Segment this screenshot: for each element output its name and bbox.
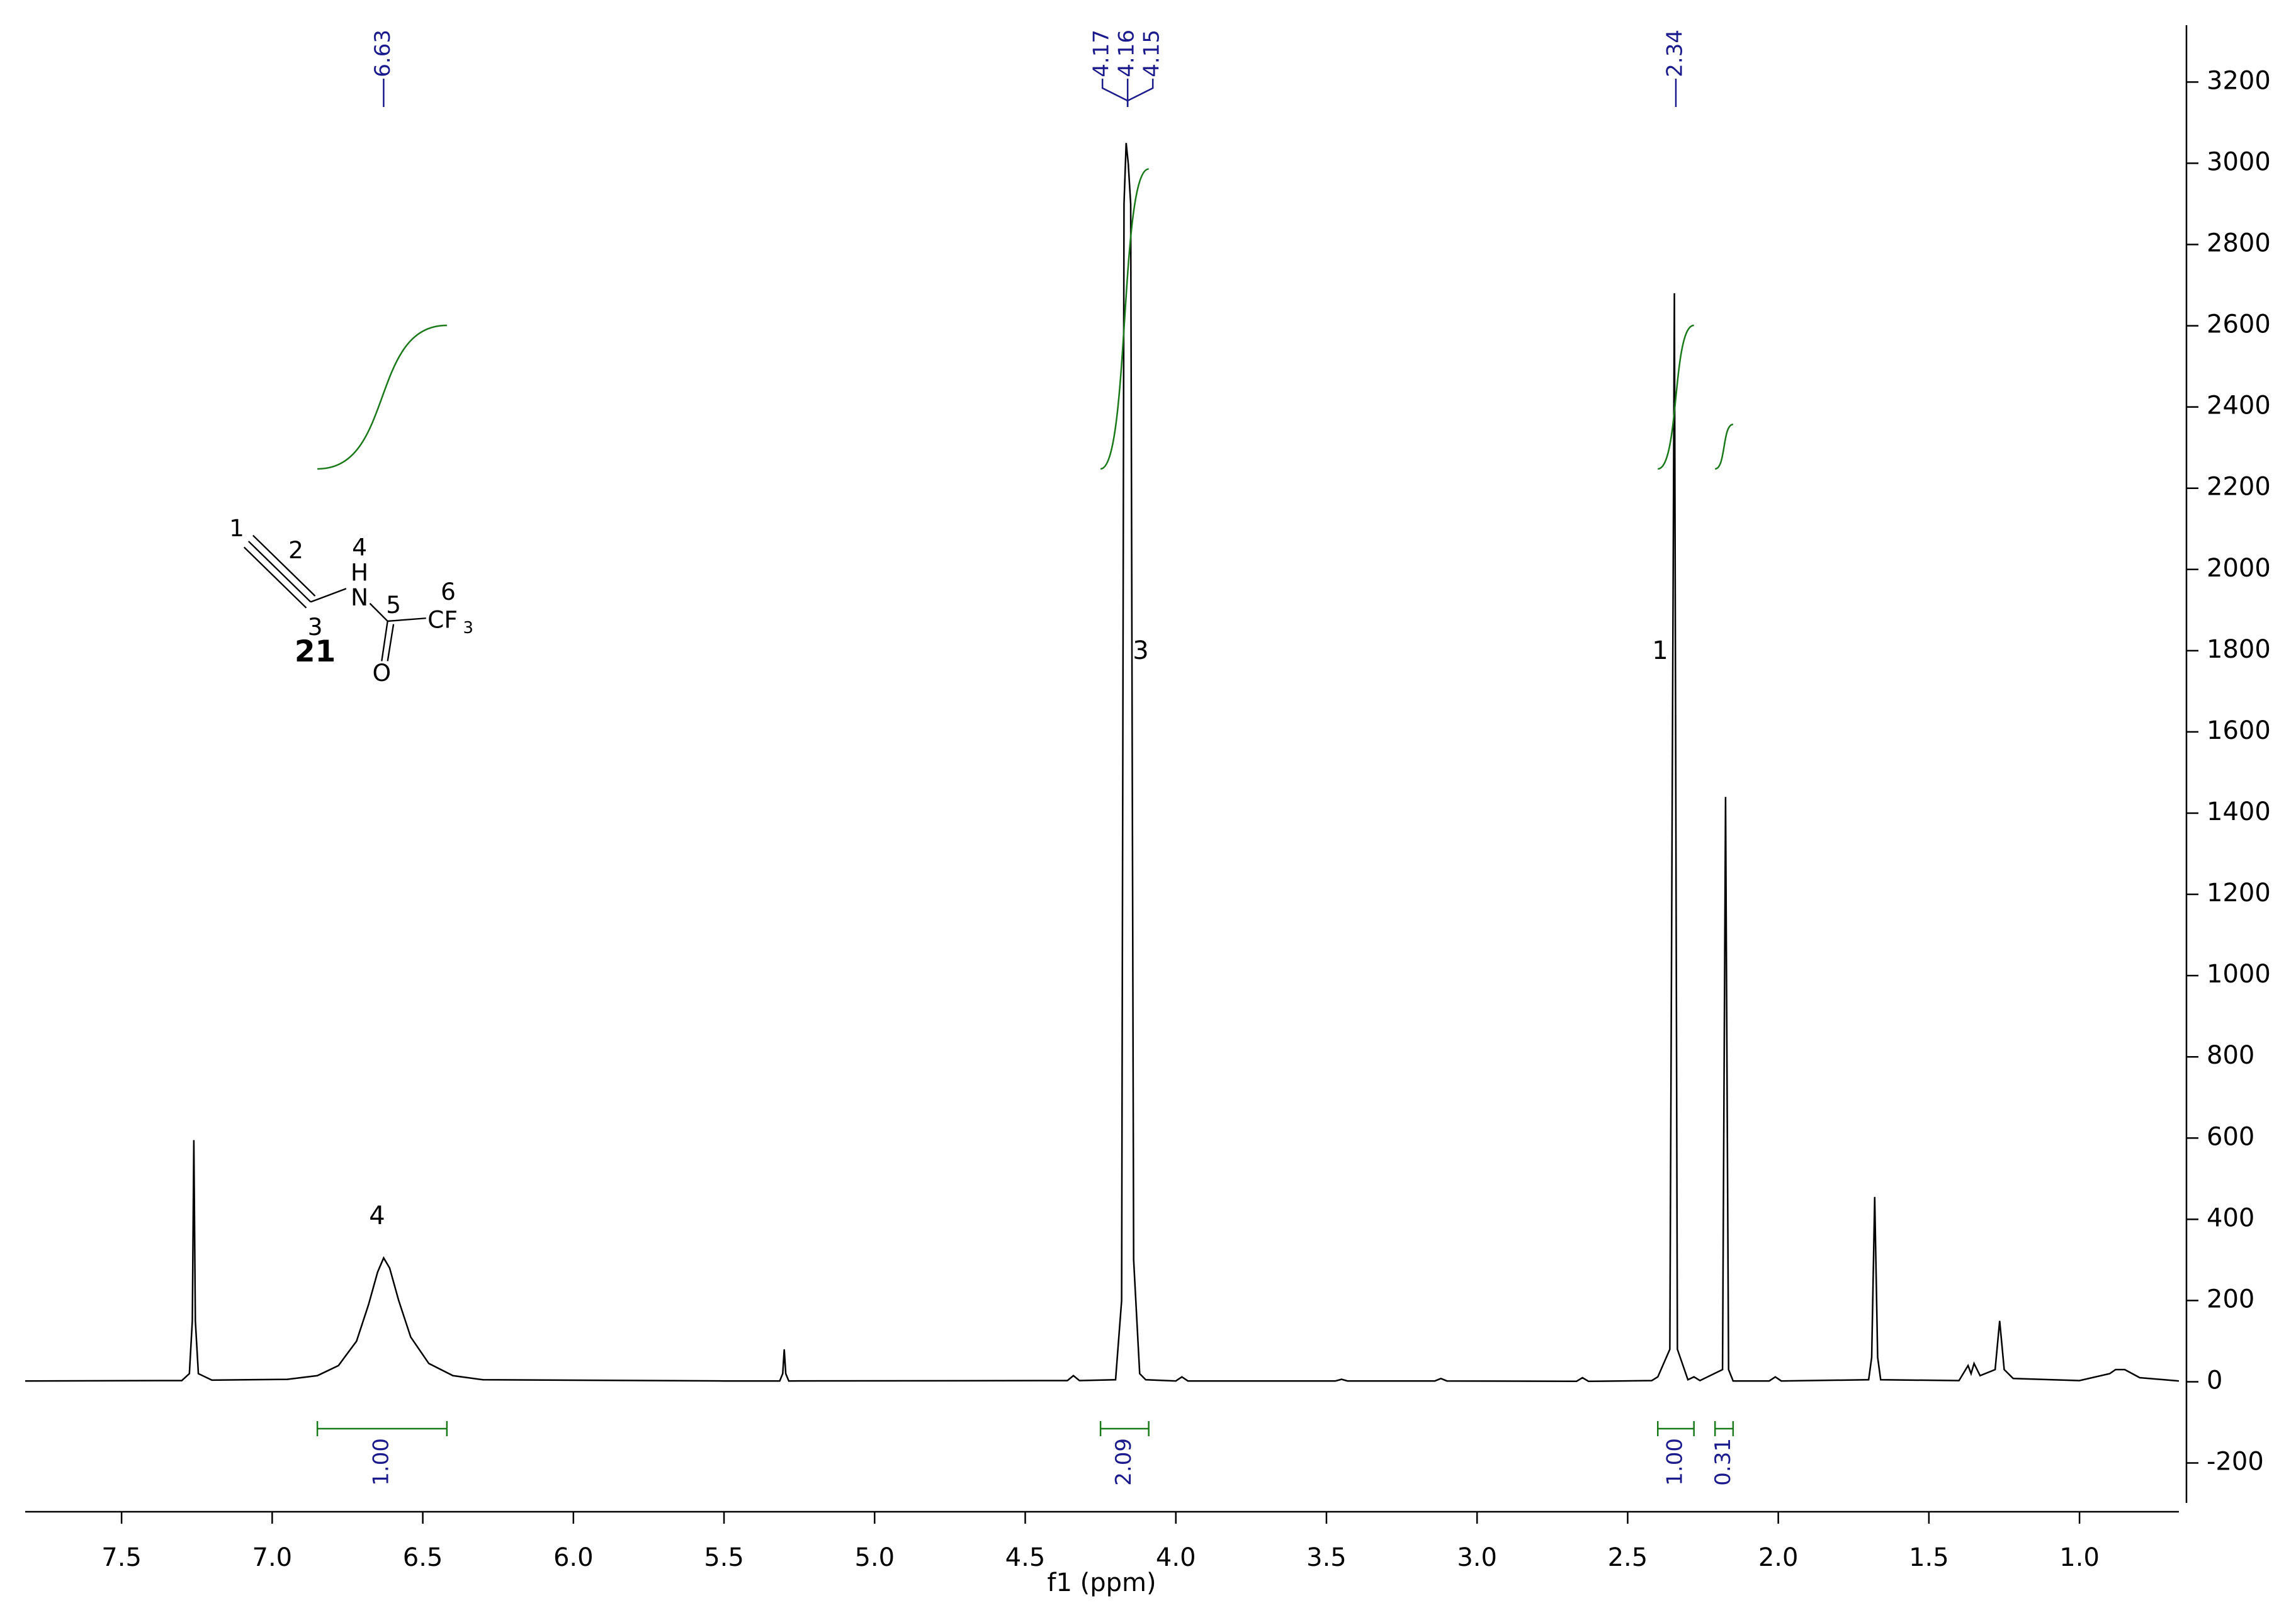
- y-tick-label: 2400: [2207, 391, 2271, 420]
- atom-number: 1: [229, 514, 244, 542]
- atom: O: [372, 659, 391, 687]
- peak-label: 4.15: [1140, 30, 1165, 77]
- y-tick-label: 3200: [2207, 66, 2271, 95]
- compound-number: 21: [295, 634, 336, 669]
- atom-label: 4: [369, 1201, 385, 1230]
- x-tick-label: 7.0: [252, 1543, 293, 1572]
- y-tick-label: 1400: [2207, 797, 2271, 826]
- y-tick-label: 0: [2207, 1366, 2222, 1395]
- x-tick-label: 3.0: [1457, 1543, 1497, 1572]
- integral-curve: [317, 324, 447, 470]
- y-tick-label: 2800: [2207, 228, 2271, 257]
- atom-label: 3: [1133, 636, 1148, 665]
- x-tick-label: 5.5: [704, 1543, 744, 1572]
- x-tick-label: 4.5: [1005, 1543, 1046, 1572]
- x-tick-label: 4.0: [1156, 1543, 1196, 1572]
- y-tick-label: 200: [2207, 1285, 2254, 1313]
- bond: [247, 541, 312, 603]
- atom-number: 6: [441, 578, 456, 605]
- peak-marker: [1126, 79, 1154, 107]
- y-tick-label: 2200: [2207, 473, 2271, 502]
- y-tick-label: 400: [2207, 1203, 2254, 1232]
- y-tick-label: 800: [2207, 1041, 2254, 1070]
- integral-label: 0.31: [1711, 1438, 1736, 1486]
- x-tick-label: 5.0: [854, 1543, 895, 1572]
- y-tick-label: 1200: [2207, 879, 2271, 908]
- x-tick-label: 7.5: [101, 1543, 142, 1572]
- atom-number: 4: [352, 533, 367, 561]
- x-axis-label: f1 (ppm): [1047, 1568, 1156, 1597]
- integral-label: 1.00: [368, 1438, 393, 1486]
- bond: [243, 546, 307, 609]
- atom-subscript: 3: [463, 619, 473, 638]
- y-tick-label: 1000: [2207, 960, 2271, 989]
- peak-label: 6.63: [370, 30, 395, 77]
- x-tick-label: 1.0: [2059, 1543, 2100, 1572]
- y-tick-label: 600: [2207, 1122, 2254, 1151]
- bond: [387, 617, 426, 622]
- bond: [310, 588, 347, 603]
- peak-label: 4.17: [1089, 30, 1114, 77]
- bond: [252, 534, 316, 597]
- bond: [387, 624, 395, 661]
- y-tick-label: 2600: [2207, 310, 2271, 339]
- atom-number: 5: [386, 591, 401, 619]
- peak-marker: [1101, 79, 1129, 107]
- x-tick-label: 6.0: [553, 1543, 594, 1572]
- atom: N: [351, 583, 368, 611]
- atom-label: 1: [1652, 636, 1668, 665]
- x-tick-label: 6.5: [403, 1543, 443, 1572]
- y-tick-label: 1600: [2207, 716, 2271, 745]
- integral-curve: [1100, 168, 1150, 470]
- integral-curve: [1714, 424, 1734, 470]
- integral-label: 2.09: [1111, 1438, 1136, 1486]
- x-tick-label: 2.0: [1758, 1543, 1799, 1572]
- y-tick-label: -200: [2207, 1448, 2264, 1476]
- atom: H: [351, 558, 368, 586]
- x-tick-label: 3.5: [1306, 1543, 1347, 1572]
- x-tick-label: 2.5: [1608, 1543, 1648, 1572]
- spectrum: [25, 143, 2180, 1383]
- y-tick-label: 1800: [2207, 635, 2271, 664]
- x-tick-label: 1.5: [1909, 1543, 1949, 1572]
- integral-label: 1.00: [1662, 1438, 1687, 1486]
- peak-label: 2.34: [1662, 30, 1687, 77]
- bond: [381, 621, 388, 661]
- atom-number: 3: [308, 613, 323, 641]
- atom-number: 2: [288, 536, 303, 564]
- y-tick-label: 2000: [2207, 554, 2271, 583]
- structure: 1 2 3 4 5 6 H N O CF 3 21: [229, 514, 473, 687]
- integral-curve: [1657, 324, 1695, 470]
- peak-label: 4.16: [1114, 30, 1140, 77]
- bond: [369, 602, 388, 622]
- y-tick-label: 3000: [2207, 147, 2271, 176]
- atom: CF: [427, 605, 458, 633]
